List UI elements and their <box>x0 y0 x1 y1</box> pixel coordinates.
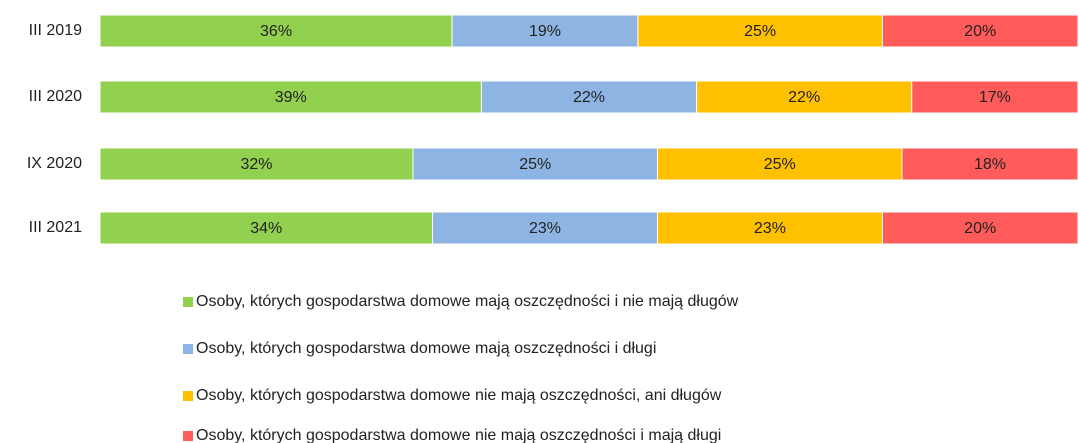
data-label: 22% <box>573 89 605 106</box>
bar-segment <box>911 80 1079 114</box>
bar-segment <box>881 211 1079 245</box>
y-tick-label: III 2020 <box>29 88 82 105</box>
legend-swatch <box>183 344 193 354</box>
legend-label: Osoby, których gospodarstwa domowe nie m… <box>196 387 722 404</box>
data-label: 19% <box>529 23 561 40</box>
y-tick-label: III 2019 <box>29 22 82 39</box>
legend-swatch <box>183 297 193 307</box>
bar-segment <box>696 80 913 114</box>
legend-swatch <box>183 431 193 441</box>
bar-segment <box>99 147 414 181</box>
bar-segment <box>901 147 1079 181</box>
data-label: 22% <box>788 89 820 106</box>
legend-label: Osoby, których gospodarstwa domowe nie m… <box>196 427 721 443</box>
data-label: 23% <box>529 220 561 237</box>
data-label: 20% <box>964 23 996 40</box>
data-label: 23% <box>754 220 786 237</box>
bar-segment <box>99 80 482 114</box>
legend-label: Osoby, których gospodarstwa domowe mają … <box>196 293 739 310</box>
data-label: 34% <box>250 220 282 237</box>
data-label: 39% <box>275 89 307 106</box>
bar-segment <box>451 14 639 48</box>
bar-segment <box>881 14 1079 48</box>
y-tick-label: IX 2020 <box>27 155 82 172</box>
bar-segment <box>637 14 883 48</box>
data-label: 36% <box>260 23 292 40</box>
legend-swatch <box>183 391 193 401</box>
bar-segment <box>412 147 658 181</box>
data-label: 25% <box>764 156 796 173</box>
y-tick-label: III 2021 <box>29 219 82 236</box>
data-label: 20% <box>964 220 996 237</box>
data-label: 18% <box>974 156 1006 173</box>
bar-segment <box>99 211 434 245</box>
data-label: 25% <box>744 23 776 40</box>
data-label: 25% <box>519 156 551 173</box>
data-label: 32% <box>240 156 272 173</box>
legend-label: Osoby, których gospodarstwa domowe mają … <box>196 340 656 357</box>
data-label: 17% <box>979 89 1011 106</box>
bar-segment <box>480 80 698 114</box>
bar-segment <box>99 14 453 48</box>
bar-segment <box>432 211 658 245</box>
